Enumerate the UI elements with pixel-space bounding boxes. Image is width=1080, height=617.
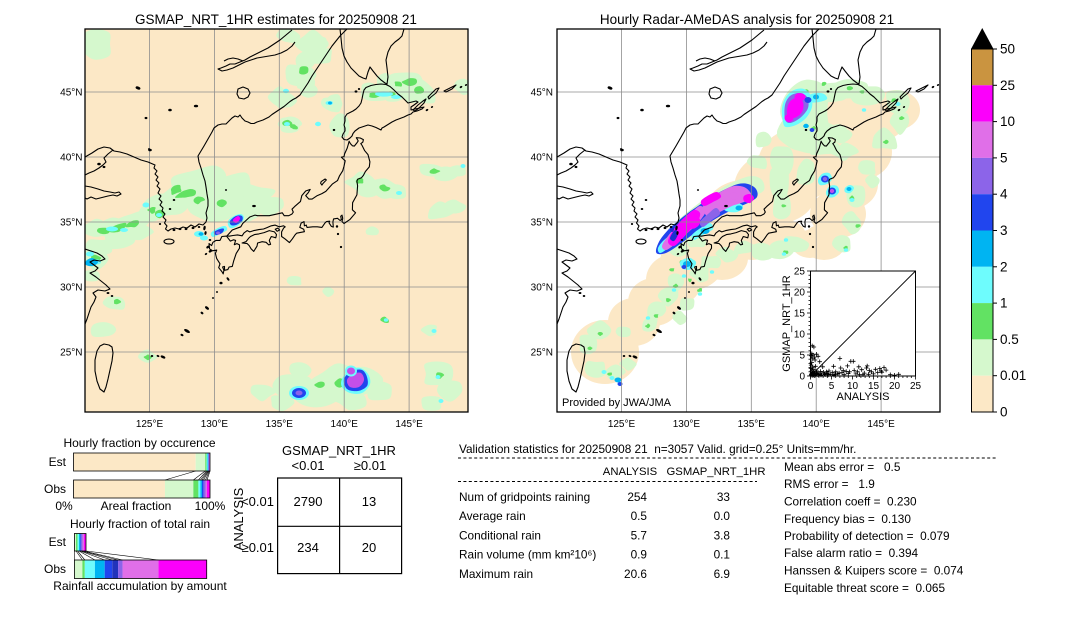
svg-text:Areal fraction: Areal fraction bbox=[101, 499, 172, 513]
svg-text:GSMAP_NRT_1HR: GSMAP_NRT_1HR bbox=[781, 275, 793, 371]
svg-text:20: 20 bbox=[794, 288, 806, 299]
svg-text:35°N: 35°N bbox=[531, 218, 553, 229]
svg-text:15: 15 bbox=[794, 309, 806, 320]
svg-text:Equitable threat score = 0.06: Equitable threat score = 0.065 bbox=[784, 581, 945, 595]
svg-text:Hourly fraction by occurence: Hourly fraction by occurence bbox=[63, 436, 215, 450]
svg-text:GSMAP_NRT_1HR: GSMAP_NRT_1HR bbox=[667, 466, 766, 478]
svg-text:ANALYSIS: ANALYSIS bbox=[231, 487, 246, 550]
svg-text:Hourly fraction of total rain: Hourly fraction of total rain bbox=[70, 517, 210, 531]
svg-text:50: 50 bbox=[1000, 42, 1015, 57]
svg-text:0: 0 bbox=[799, 372, 805, 383]
svg-text:3: 3 bbox=[1000, 223, 1008, 238]
svg-text:140°E: 140°E bbox=[331, 419, 359, 430]
svg-text:GSMAP_NRT_1HR: GSMAP_NRT_1HR bbox=[282, 443, 396, 458]
svg-text:GSMAP_NRT_1HR estimates for 20: GSMAP_NRT_1HR estimates for 20250908 21 bbox=[135, 12, 417, 27]
svg-text:Est: Est bbox=[49, 455, 67, 469]
svg-text:Num of gridpoints raining: Num of gridpoints raining bbox=[459, 490, 590, 504]
svg-text:0.0: 0.0 bbox=[714, 509, 731, 523]
svg-text:Correlation coeff = 0.230: Correlation coeff = 0.230 bbox=[784, 495, 917, 509]
svg-text:125°E: 125°E bbox=[608, 419, 636, 430]
svg-text:45°N: 45°N bbox=[531, 88, 553, 99]
svg-text:140°E: 140°E bbox=[803, 419, 831, 430]
svg-text:Average rain: Average rain bbox=[459, 509, 526, 523]
svg-text:1: 1 bbox=[1000, 296, 1008, 311]
svg-text:Obs: Obs bbox=[44, 482, 66, 496]
svg-text:25°N: 25°N bbox=[531, 348, 553, 359]
svg-text:40°N: 40°N bbox=[531, 153, 553, 164]
svg-text:0.1: 0.1 bbox=[714, 548, 730, 562]
svg-text:20.6: 20.6 bbox=[624, 567, 647, 581]
svg-text:Provided by JWA/JMA: Provided by JWA/JMA bbox=[562, 397, 672, 409]
svg-text:0.5: 0.5 bbox=[1000, 332, 1019, 347]
svg-text:≥0.01: ≥0.01 bbox=[242, 540, 274, 555]
svg-text:33: 33 bbox=[717, 490, 731, 504]
svg-text:False alarm ratio = 0.394: False alarm ratio = 0.394 bbox=[784, 546, 919, 560]
svg-text:25: 25 bbox=[794, 267, 806, 278]
svg-text:Rainfall accumulation by amoun: Rainfall accumulation by amount bbox=[53, 579, 227, 593]
svg-text:0%: 0% bbox=[55, 499, 73, 513]
svg-text:6.9: 6.9 bbox=[714, 567, 730, 581]
svg-text:Rain volume (mm km²10⁶): Rain volume (mm km²10⁶) bbox=[459, 548, 596, 562]
svg-text:2: 2 bbox=[1000, 259, 1008, 274]
svg-text:Est: Est bbox=[49, 535, 67, 549]
svg-text:30°N: 30°N bbox=[531, 283, 553, 294]
svg-text:ANALYSIS: ANALYSIS bbox=[837, 391, 890, 403]
svg-text:3.8: 3.8 bbox=[714, 528, 731, 542]
svg-text:0.5: 0.5 bbox=[631, 509, 648, 523]
svg-text:5.7: 5.7 bbox=[631, 528, 647, 542]
svg-text:Obs: Obs bbox=[44, 562, 66, 576]
svg-text:30°N: 30°N bbox=[60, 283, 82, 294]
svg-text:10: 10 bbox=[1000, 114, 1015, 129]
svg-text:20: 20 bbox=[889, 381, 901, 392]
svg-text:Frequency bias = 0.130: Frequency bias = 0.130 bbox=[784, 512, 911, 526]
svg-text:45°N: 45°N bbox=[60, 88, 82, 99]
svg-text:10: 10 bbox=[794, 330, 806, 341]
svg-text:13: 13 bbox=[362, 494, 376, 509]
svg-text:0.9: 0.9 bbox=[631, 548, 647, 562]
svg-text:0.01: 0.01 bbox=[1000, 368, 1026, 383]
svg-text:40°N: 40°N bbox=[60, 153, 82, 164]
svg-text:25: 25 bbox=[910, 381, 922, 392]
svg-text:25: 25 bbox=[1000, 78, 1015, 93]
svg-text:145°E: 145°E bbox=[867, 419, 895, 430]
svg-text:Maximum rain: Maximum rain bbox=[459, 567, 533, 581]
svg-text:RMS error = 1.9: RMS error = 1.9 bbox=[784, 477, 875, 491]
svg-text:125°E: 125°E bbox=[136, 419, 164, 430]
svg-text:<0.01: <0.01 bbox=[241, 494, 274, 509]
svg-text:Hanssen & Kuipers score = 0.0: Hanssen & Kuipers score = 0.074 bbox=[784, 564, 964, 578]
svg-text:4: 4 bbox=[1000, 187, 1008, 202]
svg-text:15: 15 bbox=[868, 381, 880, 392]
svg-text:145°E: 145°E bbox=[395, 419, 423, 430]
svg-text:0: 0 bbox=[808, 381, 814, 392]
svg-text:Validation statistics for 2025: Validation statistics for 20250908 21 n=… bbox=[459, 442, 856, 456]
svg-text:Mean abs error = 0.5: Mean abs error = 0.5 bbox=[784, 460, 901, 474]
svg-text:<0.01: <0.01 bbox=[292, 458, 325, 473]
svg-text:ANALYSIS: ANALYSIS bbox=[603, 466, 658, 478]
svg-text:Probability of detection = 0.: Probability of detection = 0.079 bbox=[784, 529, 950, 543]
svg-text:Conditional rain: Conditional rain bbox=[459, 528, 541, 542]
svg-text:0: 0 bbox=[1000, 405, 1008, 420]
svg-text:≥0.01: ≥0.01 bbox=[354, 458, 386, 473]
svg-text:135°E: 135°E bbox=[738, 419, 766, 430]
svg-text:5: 5 bbox=[1000, 150, 1008, 165]
svg-text:254: 254 bbox=[627, 490, 647, 504]
svg-text:Hourly Radar-AMeDAS analysis f: Hourly Radar-AMeDAS analysis for 2025090… bbox=[600, 12, 894, 27]
svg-text:20: 20 bbox=[362, 540, 376, 555]
svg-text:25°N: 25°N bbox=[60, 348, 82, 359]
svg-text:130°E: 130°E bbox=[673, 419, 701, 430]
svg-text:135°E: 135°E bbox=[266, 419, 294, 430]
svg-text:234: 234 bbox=[297, 540, 319, 555]
svg-text:10: 10 bbox=[847, 381, 859, 392]
svg-text:35°N: 35°N bbox=[60, 218, 82, 229]
svg-text:100%: 100% bbox=[195, 499, 226, 513]
svg-text:5: 5 bbox=[829, 381, 835, 392]
svg-text:5: 5 bbox=[799, 351, 805, 362]
svg-text:2790: 2790 bbox=[294, 494, 323, 509]
svg-text:130°E: 130°E bbox=[201, 419, 229, 430]
